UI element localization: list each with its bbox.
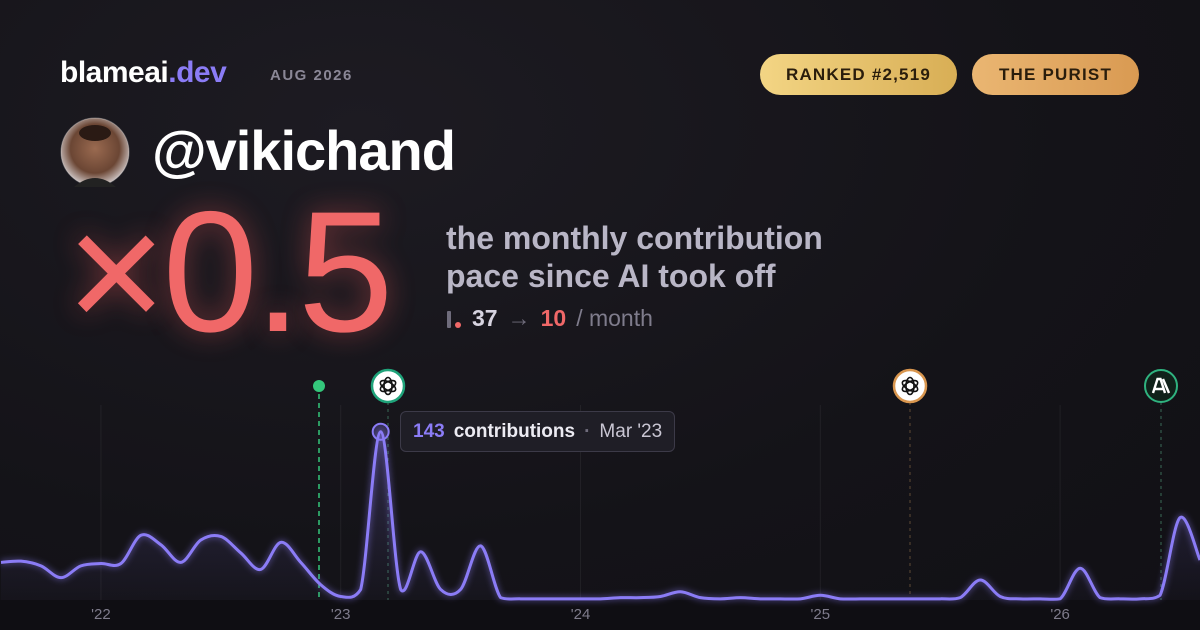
rank-badge: RANKED #2,519 xyxy=(760,54,957,95)
x-tick-label: '26 xyxy=(1050,606,1070,623)
openai-icon xyxy=(892,368,928,404)
event-markers xyxy=(313,368,1178,600)
anthropic-icon xyxy=(1144,369,1178,403)
brand-tld: .dev xyxy=(168,56,227,89)
highlight-point xyxy=(371,422,390,441)
area xyxy=(1,431,1200,600)
x-tick-label: '23 xyxy=(331,606,351,623)
line xyxy=(0,430,1200,601)
avatar xyxy=(60,117,130,187)
pace-icon xyxy=(447,310,461,328)
event-dot xyxy=(313,380,325,392)
pace-arrow: → xyxy=(507,305,531,331)
tooltip-date: Mar '23 xyxy=(599,420,663,442)
brand: blameai.dev xyxy=(60,56,227,90)
tooltip: 143 contributions · Mar '23 xyxy=(400,411,676,452)
axis-band xyxy=(0,600,1200,630)
brand-name: blameai xyxy=(60,56,169,89)
tooltip-value: 143 xyxy=(413,420,445,442)
openai-icon xyxy=(370,368,406,404)
tooltip-separator: · xyxy=(584,420,591,442)
pace-before: 37 xyxy=(472,305,498,331)
x-tick-label: '25 xyxy=(811,606,831,623)
multiplier: ×0.5 xyxy=(66,176,394,368)
handle: @vikichand xyxy=(152,119,456,182)
description-line: the monthly contribution xyxy=(446,220,823,256)
pace-after: 10 xyxy=(540,305,567,331)
date: AUG 2026 xyxy=(270,67,353,84)
tooltip-label: contributions xyxy=(453,420,576,442)
title-badge: THE PURIST xyxy=(972,54,1139,95)
pace-unit: / month xyxy=(576,305,653,331)
x-tick-label: '22 xyxy=(91,606,111,623)
pace-stats: 37 → 10 / month xyxy=(446,305,653,332)
x-tick-label: '24 xyxy=(571,606,591,623)
description-line: pace since AI took off xyxy=(446,258,776,294)
